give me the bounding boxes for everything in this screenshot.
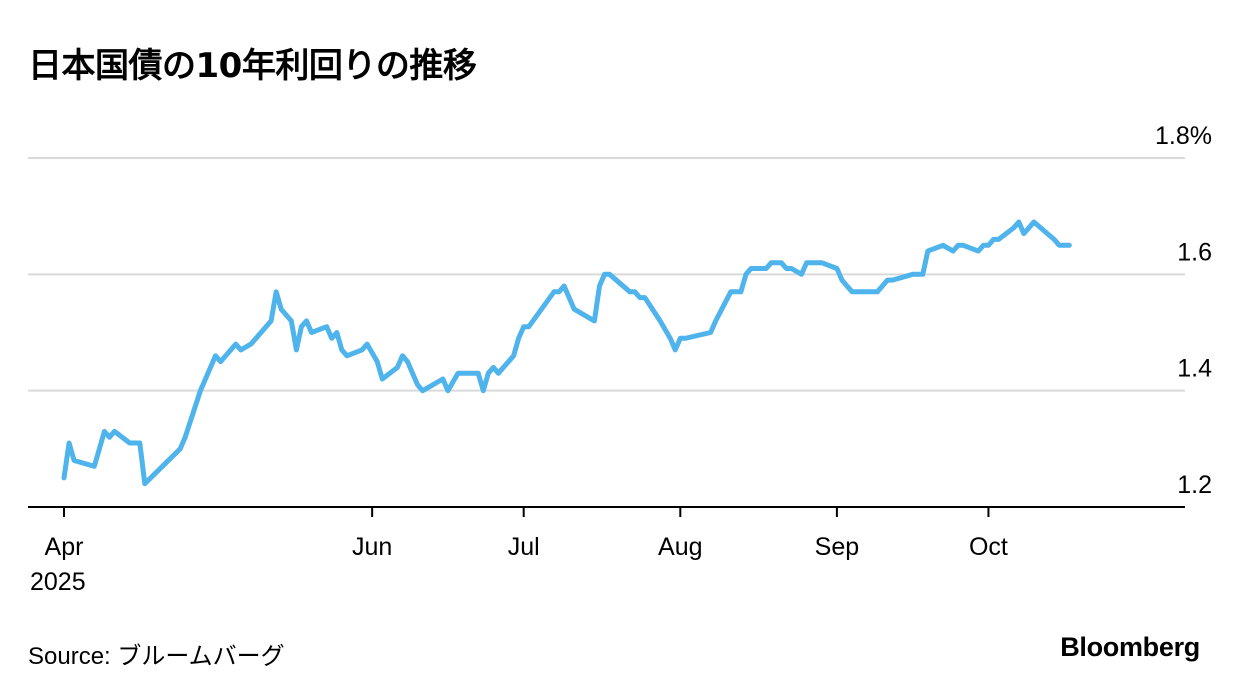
y-tick-label-0: 1.2 [1177, 471, 1212, 499]
chart-title: 日本国債の10年利回りの推移 [28, 46, 477, 86]
x-axis [28, 506, 1185, 517]
y-tick-label-3: 1.8% [1155, 122, 1212, 150]
x-tick-label-0: Apr [45, 533, 84, 561]
x-tick-label-2: Jul [508, 533, 540, 561]
x-tick-label-3: Aug [658, 533, 702, 561]
series-line-0 [61, 219, 1072, 487]
y-tick-label-1: 1.4 [1177, 355, 1212, 383]
x-tick-sublabel-0: 2025 [30, 568, 86, 596]
tick-labels: 1.2 1.4 1.6 1.8% Apr 2025 Jun Jul Aug Sep Oct [30, 122, 1212, 596]
bloomberg-logo: Bloomberg [1060, 632, 1200, 662]
x-tick-label-5: Oct [969, 533, 1008, 561]
series-layer [61, 219, 1072, 487]
source-note: Source: ブルームバーグ [28, 643, 285, 670]
x-tick-label-1: Jun [352, 533, 392, 561]
y-tick-label-2: 1.6 [1177, 238, 1212, 266]
x-tick-label-4: Sep [815, 533, 859, 561]
